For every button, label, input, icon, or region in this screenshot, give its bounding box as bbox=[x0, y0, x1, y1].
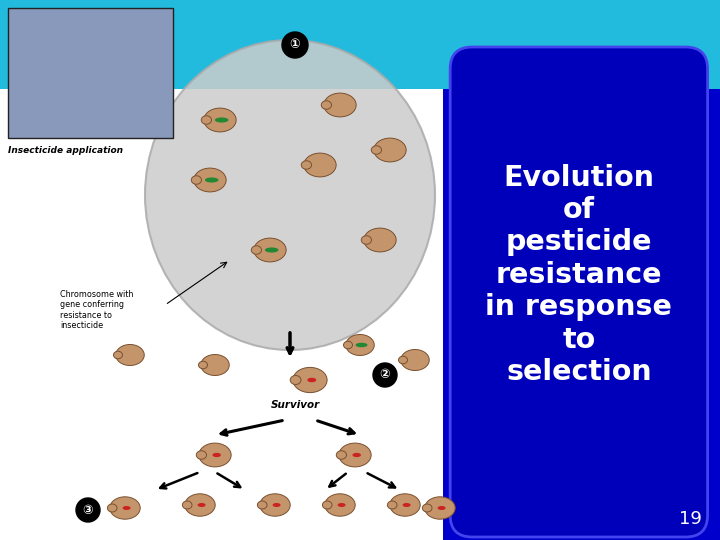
Ellipse shape bbox=[197, 451, 207, 459]
Bar bbox=[8, 8, 173, 138]
Ellipse shape bbox=[212, 453, 221, 457]
FancyBboxPatch shape bbox=[450, 47, 708, 537]
FancyBboxPatch shape bbox=[450, 19, 708, 510]
Bar bbox=[0, 0, 443, 540]
Ellipse shape bbox=[202, 116, 212, 124]
Bar bbox=[0, 0, 720, 89]
Circle shape bbox=[282, 32, 308, 58]
Text: Chromosome with
gene conferring
resistance to
insecticide: Chromosome with gene conferring resistan… bbox=[60, 290, 133, 330]
Bar bbox=[443, 0, 720, 540]
Ellipse shape bbox=[273, 503, 281, 507]
Ellipse shape bbox=[364, 228, 396, 252]
Ellipse shape bbox=[194, 168, 226, 192]
Ellipse shape bbox=[390, 494, 420, 516]
Ellipse shape bbox=[423, 504, 432, 512]
Ellipse shape bbox=[290, 375, 301, 384]
Ellipse shape bbox=[438, 506, 446, 510]
Ellipse shape bbox=[361, 236, 372, 244]
Ellipse shape bbox=[204, 108, 236, 132]
Ellipse shape bbox=[205, 178, 218, 183]
Ellipse shape bbox=[197, 503, 206, 507]
Text: Evolution
of
pesticide
resistance
in response
to
selection: Evolution of pesticide resistance in res… bbox=[485, 164, 672, 386]
Ellipse shape bbox=[185, 494, 215, 516]
Ellipse shape bbox=[346, 334, 374, 355]
Ellipse shape bbox=[301, 161, 312, 169]
Ellipse shape bbox=[398, 356, 408, 364]
Circle shape bbox=[76, 498, 100, 522]
Ellipse shape bbox=[199, 443, 231, 467]
Ellipse shape bbox=[293, 367, 327, 393]
Ellipse shape bbox=[260, 494, 290, 516]
Ellipse shape bbox=[258, 501, 267, 509]
Ellipse shape bbox=[114, 351, 122, 359]
Ellipse shape bbox=[425, 497, 455, 519]
Circle shape bbox=[373, 363, 397, 387]
Text: Survivor: Survivor bbox=[271, 400, 320, 410]
Ellipse shape bbox=[192, 176, 202, 184]
Ellipse shape bbox=[109, 497, 140, 519]
Ellipse shape bbox=[339, 443, 371, 467]
Text: ③: ③ bbox=[83, 503, 94, 516]
Ellipse shape bbox=[107, 504, 117, 512]
Ellipse shape bbox=[145, 40, 435, 350]
Ellipse shape bbox=[251, 246, 261, 254]
Ellipse shape bbox=[215, 117, 228, 123]
Text: ①: ① bbox=[289, 38, 300, 51]
Ellipse shape bbox=[356, 343, 367, 347]
Ellipse shape bbox=[338, 503, 346, 507]
Ellipse shape bbox=[307, 378, 316, 382]
Ellipse shape bbox=[401, 349, 429, 370]
Text: Insecticide application: Insecticide application bbox=[8, 146, 123, 155]
Ellipse shape bbox=[374, 138, 406, 162]
Ellipse shape bbox=[387, 501, 397, 509]
Ellipse shape bbox=[122, 506, 130, 510]
Ellipse shape bbox=[353, 453, 361, 457]
Ellipse shape bbox=[304, 153, 336, 177]
Ellipse shape bbox=[321, 101, 331, 109]
Ellipse shape bbox=[254, 238, 286, 262]
Ellipse shape bbox=[402, 503, 410, 507]
Ellipse shape bbox=[265, 247, 279, 253]
Ellipse shape bbox=[372, 146, 382, 154]
Ellipse shape bbox=[343, 341, 353, 349]
Ellipse shape bbox=[116, 345, 144, 366]
Ellipse shape bbox=[323, 501, 332, 509]
Text: 19: 19 bbox=[679, 510, 702, 528]
Ellipse shape bbox=[336, 451, 346, 459]
Ellipse shape bbox=[182, 501, 192, 509]
Ellipse shape bbox=[325, 494, 355, 516]
Ellipse shape bbox=[201, 354, 229, 375]
Ellipse shape bbox=[199, 361, 207, 369]
Ellipse shape bbox=[324, 93, 356, 117]
Text: ②: ② bbox=[379, 368, 390, 381]
